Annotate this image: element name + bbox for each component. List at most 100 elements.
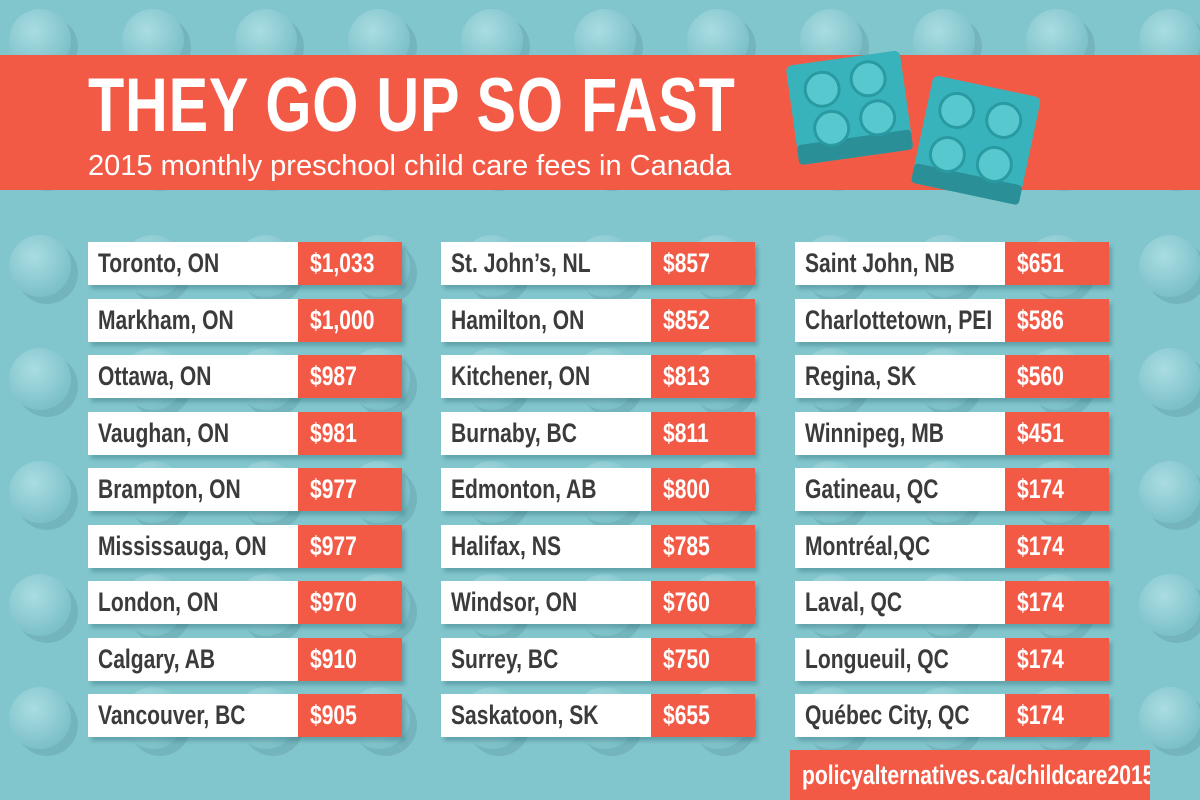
city-cell: Winnipeg, MB xyxy=(795,411,1005,455)
fee-cell: $977 xyxy=(298,524,402,568)
fee-cell: $852 xyxy=(651,298,755,342)
fee-value: $905 xyxy=(310,700,357,730)
city-name: Laval, QC xyxy=(805,587,903,617)
table-row: Québec City, QC $174 xyxy=(795,694,1109,737)
fee-cell: $586 xyxy=(1005,298,1109,342)
city-cell: Mississauga, ON xyxy=(88,524,298,568)
city-cell: Vancouver, BC xyxy=(88,694,298,737)
table-row: Burnaby, BC $811 xyxy=(441,411,755,455)
fee-cell: $857 xyxy=(651,242,755,285)
table-row: London, ON $970 xyxy=(88,581,402,624)
city-cell: Vaughan, ON xyxy=(88,411,298,455)
fee-cell: $981 xyxy=(298,411,402,455)
table-row: Windsor, ON $760 xyxy=(441,581,755,624)
table-row: Toronto, ON $1,033 xyxy=(88,242,402,285)
fee-cell: $655 xyxy=(651,694,755,737)
table-row: Saint John, NB $651 xyxy=(795,242,1109,285)
city-cell: Saskatoon, SK xyxy=(441,694,651,737)
city-name: Toronto, ON xyxy=(98,248,220,278)
city-name: Gatineau, QC xyxy=(805,474,939,504)
fee-value: $750 xyxy=(663,643,710,674)
fee-cell: $987 xyxy=(298,355,402,398)
fee-value: $813 xyxy=(663,361,710,391)
fee-cell: $760 xyxy=(651,581,755,624)
fee-value: $174 xyxy=(1017,530,1064,561)
table-row: Markham, ON $1,000 xyxy=(88,298,402,342)
fee-cell: $651 xyxy=(1005,242,1109,285)
city-name: Markham, ON xyxy=(98,304,234,335)
city-cell: Calgary, AB xyxy=(88,637,298,681)
table-row: Longueuil, QC $174 xyxy=(795,637,1109,681)
city-cell: Edmonton, AB xyxy=(441,468,651,511)
fee-cell: $800 xyxy=(651,468,755,511)
city-cell: Hamilton, ON xyxy=(441,298,651,342)
table-row: Calgary, AB $910 xyxy=(88,637,402,681)
fee-value: $1,033 xyxy=(310,248,375,278)
city-cell: Laval, QC xyxy=(795,581,1005,624)
city-name: Windsor, ON xyxy=(451,587,578,617)
fee-value: $451 xyxy=(1017,417,1064,448)
city-cell: Montréal,QC xyxy=(795,524,1005,568)
city-name: Québec City, QC xyxy=(805,700,970,730)
city-name: Brampton, ON xyxy=(98,474,241,504)
fee-value: $785 xyxy=(663,530,710,561)
city-name: Halifax, NS xyxy=(451,530,562,561)
source-url: policyalternatives.ca/childcare2015 xyxy=(790,750,1150,800)
city-cell: Charlottetown, PEI xyxy=(795,298,1005,342)
fee-cell: $1,033 xyxy=(298,242,402,285)
fee-value: $651 xyxy=(1017,248,1064,278)
fee-value: $560 xyxy=(1017,361,1064,391)
fee-cell: $970 xyxy=(298,581,402,624)
city-cell: Toronto, ON xyxy=(88,242,298,285)
table-row: Vaughan, ON $981 xyxy=(88,411,402,455)
fee-cell: $1,000 xyxy=(298,298,402,342)
fee-cell: $174 xyxy=(1005,468,1109,511)
fee-value: $970 xyxy=(310,587,357,617)
fee-cell: $174 xyxy=(1005,524,1109,568)
city-name: St. John’s, NL xyxy=(451,248,591,278)
fee-cell: $451 xyxy=(1005,411,1109,455)
city-name: Kitchener, ON xyxy=(451,361,591,391)
city-cell: Brampton, ON xyxy=(88,468,298,511)
city-cell: Kitchener, ON xyxy=(441,355,651,398)
table-row: Hamilton, ON $852 xyxy=(441,298,755,342)
city-cell: Burnaby, BC xyxy=(441,411,651,455)
city-name: Edmonton, AB xyxy=(451,474,597,504)
table-row: Winnipeg, MB $451 xyxy=(795,411,1109,455)
table-row: Surrey, BC $750 xyxy=(441,637,755,681)
fee-value: $760 xyxy=(663,587,710,617)
fee-cell: $750 xyxy=(651,637,755,681)
table-row: St. John’s, NL $857 xyxy=(441,242,755,285)
city-cell: Windsor, ON xyxy=(441,581,651,624)
city-name: Montréal,QC xyxy=(805,530,931,561)
lego-bricks xyxy=(786,50,1041,205)
city-cell: Markham, ON xyxy=(88,298,298,342)
city-cell: Surrey, BC xyxy=(441,637,651,681)
fee-value: $655 xyxy=(663,700,710,730)
city-name: London, ON xyxy=(98,587,219,617)
fee-value: $1,000 xyxy=(310,304,375,335)
table-row: Mississauga, ON $977 xyxy=(88,524,402,568)
city-name: Winnipeg, MB xyxy=(805,417,945,448)
fee-cell: $174 xyxy=(1005,637,1109,681)
fee-value: $987 xyxy=(310,361,357,391)
fee-value: $857 xyxy=(663,248,710,278)
city-name: Burnaby, BC xyxy=(451,417,577,448)
fee-cell: $785 xyxy=(651,524,755,568)
fee-value: $586 xyxy=(1017,304,1064,335)
table-row: Regina, SK $560 xyxy=(795,355,1109,398)
table-row: Edmonton, AB $800 xyxy=(441,468,755,511)
city-name: Ottawa, ON xyxy=(98,361,212,391)
city-name: Saint John, NB xyxy=(805,248,955,278)
fee-value: $910 xyxy=(310,643,357,674)
title: THEY GO UP SO FAST xyxy=(88,63,736,148)
fee-cell: $813 xyxy=(651,355,755,398)
city-cell: St. John’s, NL xyxy=(441,242,651,285)
city-cell: Ottawa, ON xyxy=(88,355,298,398)
city-cell: Saint John, NB xyxy=(795,242,1005,285)
fee-cell: $560 xyxy=(1005,355,1109,398)
table-row: Vancouver, BC $905 xyxy=(88,694,402,737)
fee-value: $811 xyxy=(663,417,709,448)
fee-cell: $910 xyxy=(298,637,402,681)
